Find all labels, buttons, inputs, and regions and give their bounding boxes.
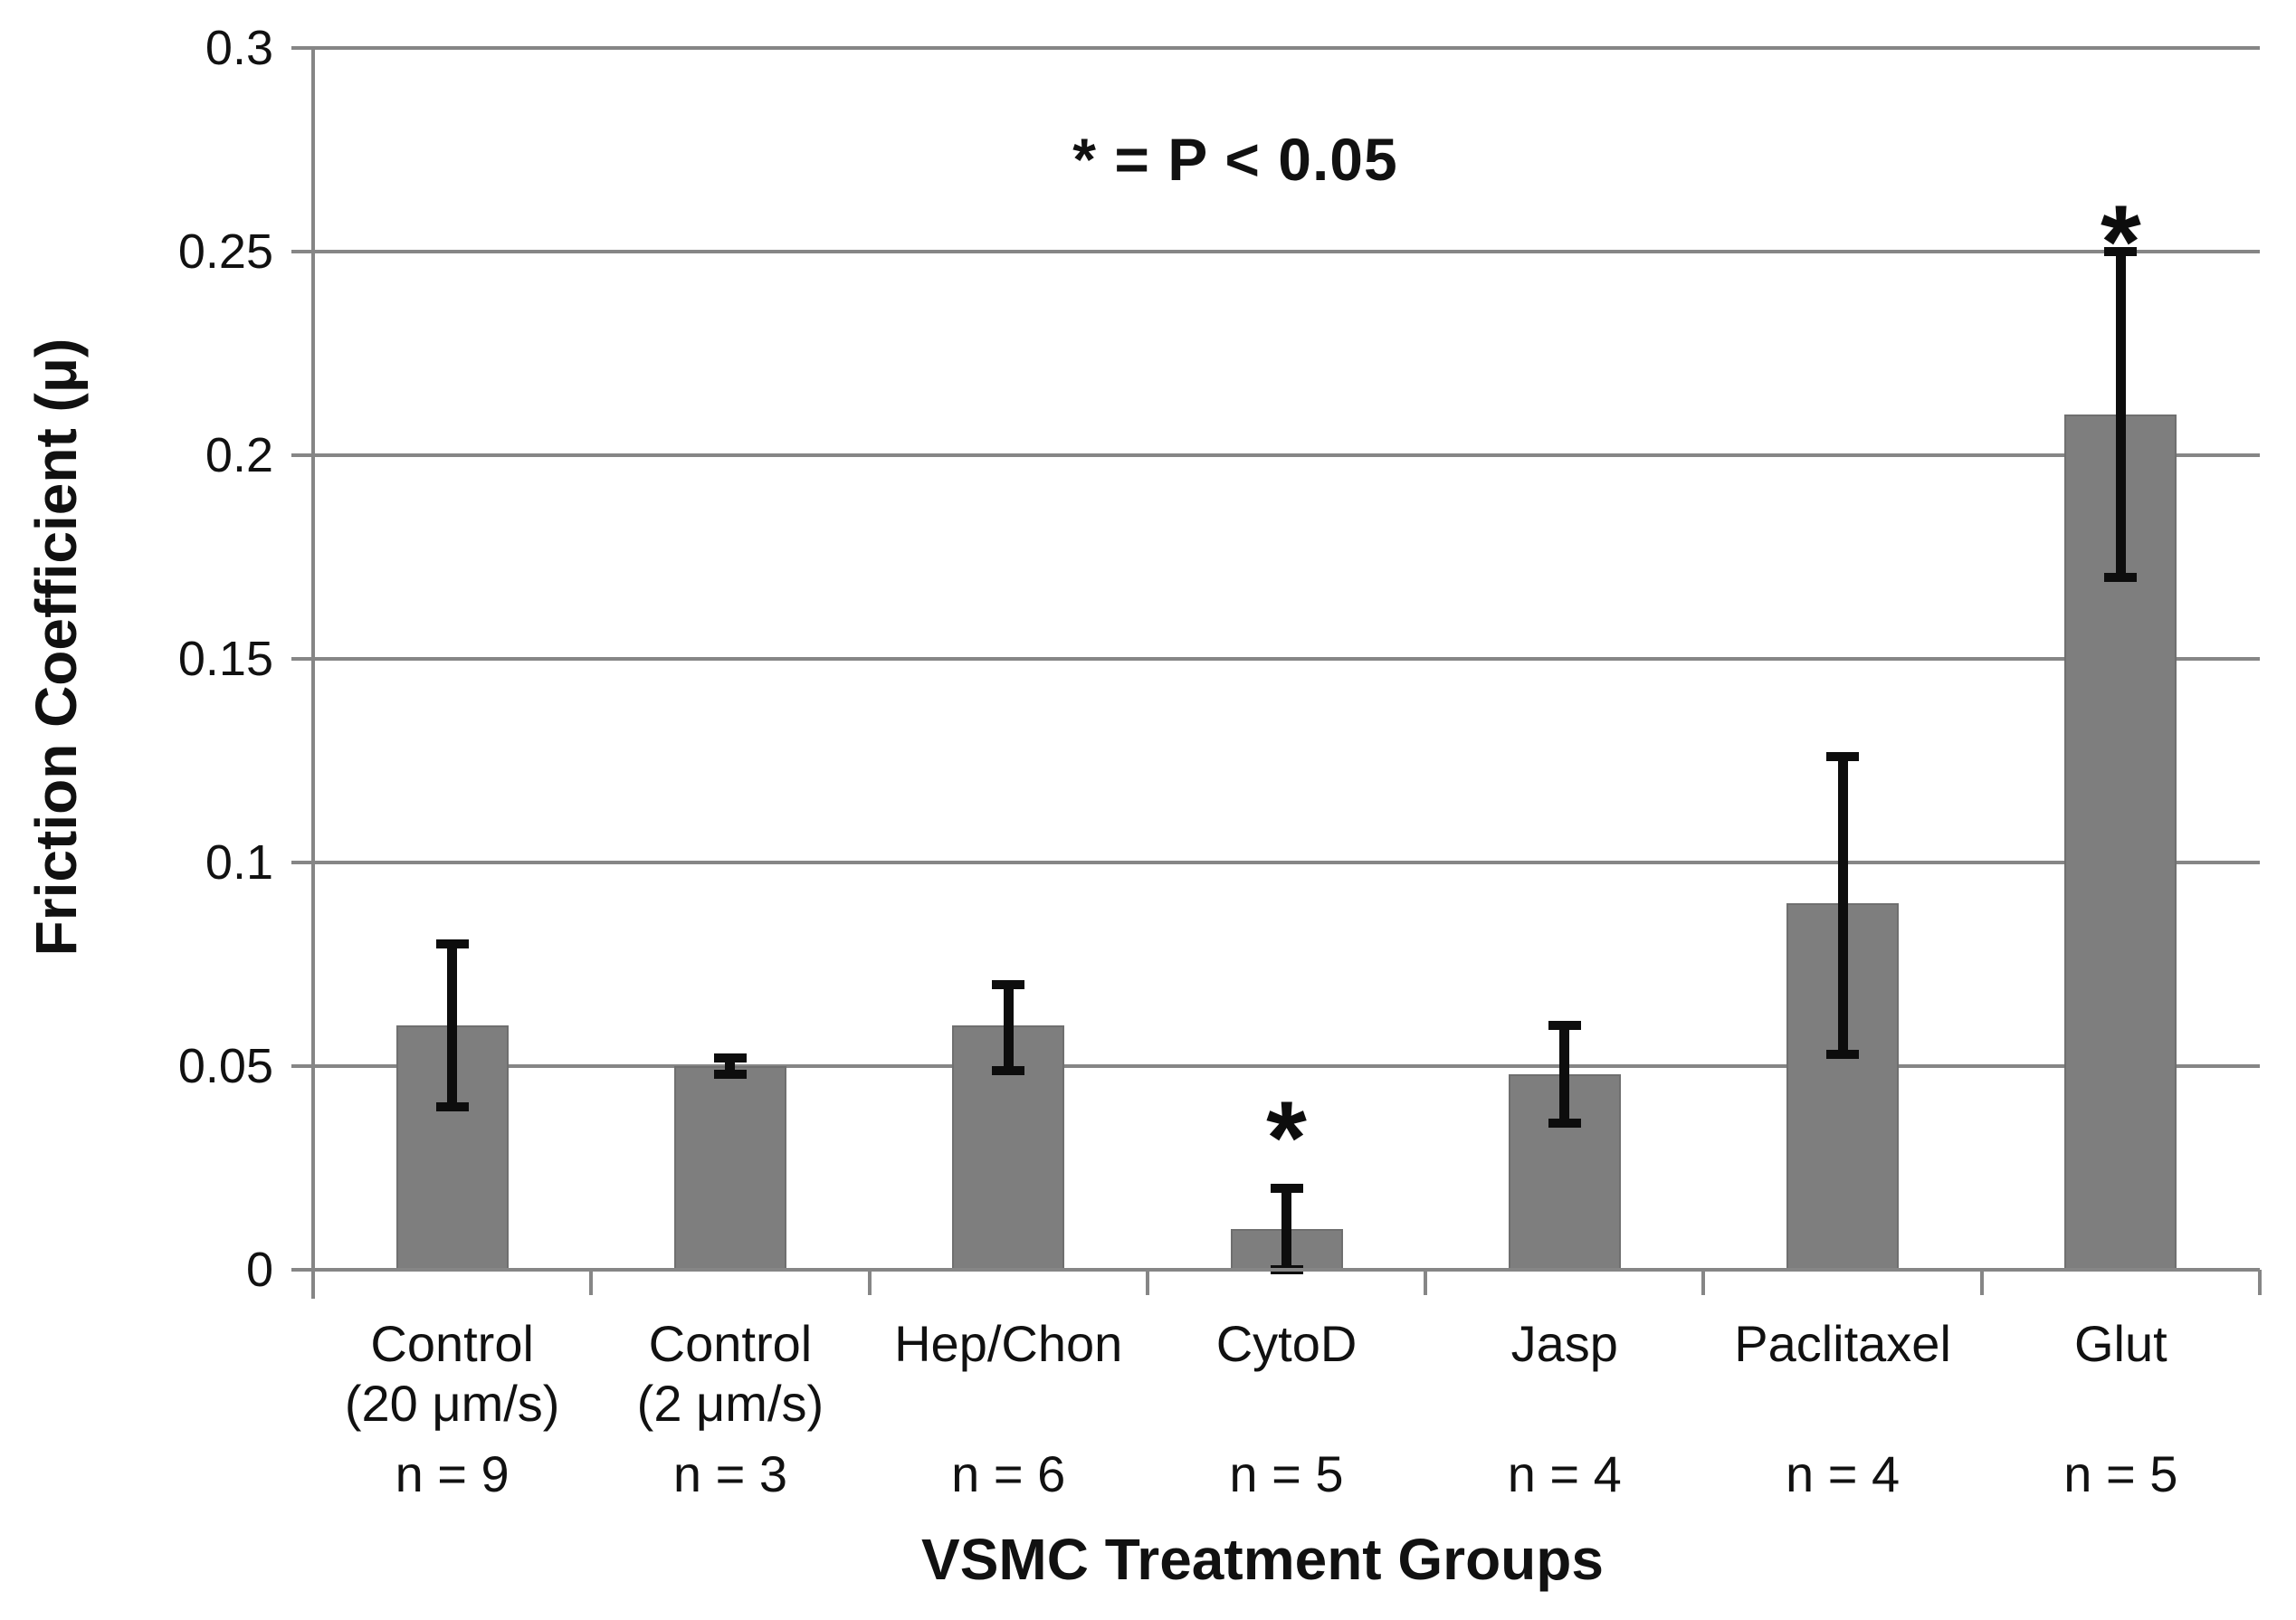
x-axis-line [313,1268,2260,1272]
error-bar-cap-bottom [1548,1119,1581,1128]
category-n-label: n = 3 [672,1445,787,1502]
x-tick [867,1270,872,1295]
error-bar-cap-top [1270,1184,1303,1193]
category-label-line: Hep/Chon [894,1315,1123,1372]
category-label: Control (2 μm/s) [591,1314,869,1434]
y-tick-label: 0.05 [177,1039,273,1093]
category-label: Glut [1982,1314,2260,1374]
y-tick-label: 0.15 [177,632,273,686]
bar [673,1066,786,1270]
y-tick [291,657,335,661]
error-bar-cap-top [1826,752,1860,761]
y-tick-label: 0.25 [177,224,273,279]
gridline [313,453,2260,457]
category-n-label: n = 6 [951,1445,1066,1502]
category-label: Paclitaxel [1703,1314,1981,1374]
error-bar-line [1837,757,1848,1054]
error-bar-cap-top [713,1053,747,1063]
error-bar-cap-bottom [1826,1049,1860,1059]
gridline [313,46,2260,50]
error-bar-cap-bottom [713,1070,747,1079]
error-bar-cap-top [992,980,1025,989]
error-bar-cap-top [1548,1021,1581,1030]
category-label-line: (2 μm/s) [636,1375,824,1432]
category-label: Jasp [1425,1314,1703,1374]
y-tick-label: 0.2 [205,428,273,482]
error-bar-line [2115,252,2126,577]
category-n-label: n = 4 [1786,1445,1901,1502]
category-label: Hep/Chon [870,1314,1148,1374]
bar [1508,1074,1621,1270]
category-n-label: n = 5 [1229,1445,1344,1502]
category-n-label: n = 5 [2063,1445,2178,1502]
error-bar-cap-top [2104,247,2138,256]
gridline [313,657,2260,661]
gridline [313,861,2260,864]
x-tick [1701,1270,1706,1295]
y-tick [291,453,335,457]
x-tick [2258,1270,2262,1295]
category-label-line: Glut [2073,1315,2167,1372]
category-label-line: Paclitaxel [1734,1315,1951,1372]
bar [2064,415,2177,1270]
error-bar-line [1559,1025,1570,1123]
error-bar-cap-top [435,939,469,948]
x-tick [1979,1270,1984,1295]
y-tick [291,1064,335,1068]
error-bar-cap-bottom [992,1065,1025,1075]
y-tick [291,861,335,864]
category-label-line: CytoD [1215,1315,1358,1372]
x-tick [589,1270,594,1295]
y-tick-label: 0.1 [205,835,273,890]
error-bar-cap-bottom [435,1102,469,1111]
gridline [313,1064,2260,1068]
error-bar-cap-bottom [2104,573,2138,582]
category-n-label: n = 4 [1507,1445,1622,1502]
significance-annotation: * = P < 0.05 [1072,126,1398,193]
category-n-label: n = 9 [395,1445,510,1502]
category-label: CytoD [1148,1314,1425,1374]
y-axis-title: Friction Coefficient (μ) [24,338,89,957]
significance-star: * [2100,184,2141,300]
y-tick [291,1268,335,1272]
category-label-line: Control [648,1315,813,1372]
significance-star: * [1266,1080,1307,1196]
category-label-line: (20 μm/s) [344,1375,560,1432]
category-label-line: Control [370,1315,534,1372]
error-bar-line [725,1058,736,1074]
x-tick [1145,1270,1149,1295]
error-bar-line [1281,1188,1291,1270]
x-axis-title: VSMC Treatment Groups [921,1527,1604,1592]
category-label-line: Jasp [1510,1315,1618,1372]
y-tick-label: 0 [245,1243,273,1297]
error-bar-line [1003,985,1014,1071]
y-axis-line [311,48,315,1299]
x-tick [1424,1270,1428,1295]
y-tick-label: 0.3 [205,21,273,75]
y-tick [291,250,335,253]
y-tick [291,46,335,50]
category-label: Control (20 μm/s) [313,1314,591,1434]
error-bar-line [447,944,458,1107]
gridline [313,250,2260,253]
